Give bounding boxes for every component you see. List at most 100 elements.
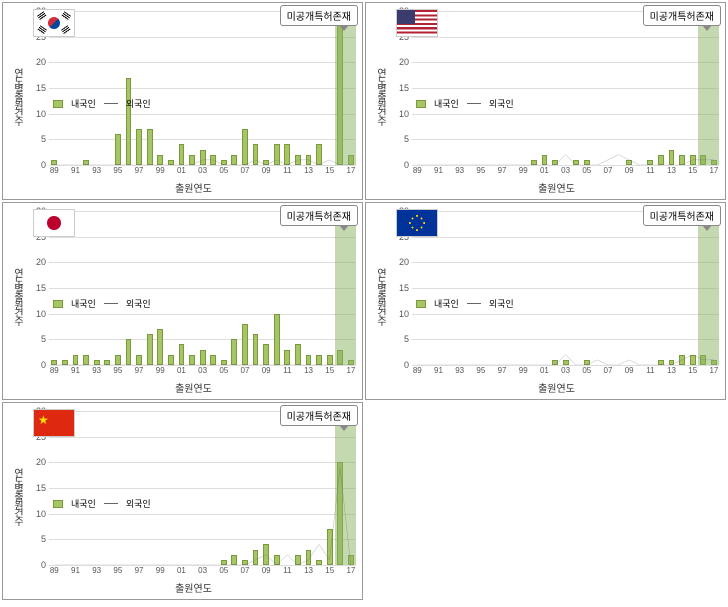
legend-bar-swatch (416, 300, 426, 308)
bar (231, 339, 237, 365)
x-tick (677, 366, 688, 378)
y-tick: 5 (31, 134, 49, 144)
bar (274, 314, 280, 365)
bars (49, 411, 356, 565)
bar (552, 360, 558, 365)
bar (253, 550, 259, 565)
bar-slot (166, 411, 177, 565)
bar (626, 160, 632, 165)
bar-slot (176, 211, 187, 365)
bar-slot (261, 211, 272, 365)
bar-slot (518, 211, 529, 365)
panel-kr: 연도별출원건수051015202530899193959799010305070… (2, 2, 363, 200)
bar-slot (454, 11, 465, 165)
bar (531, 160, 537, 165)
x-ticks: 899193959799010305070911131517 (49, 166, 356, 178)
x-tick (123, 566, 134, 578)
bar (94, 360, 100, 365)
x-tick: 01 (176, 366, 187, 378)
bar (327, 529, 333, 565)
bar-slot (613, 11, 624, 165)
x-tick (166, 366, 177, 378)
bar-slot (144, 211, 155, 365)
x-tick (144, 566, 155, 578)
x-tick: 91 (70, 566, 81, 578)
bar-slot (539, 211, 550, 365)
x-tick (677, 166, 688, 178)
bar-slot (465, 11, 476, 165)
legend: 내국인외국인 (53, 97, 151, 110)
y-tick: 5 (31, 534, 49, 544)
x-tick (187, 566, 198, 578)
x-ticks: 899193959799010305070911131517 (49, 566, 356, 578)
bar-slot (656, 11, 667, 165)
x-tick: 03 (197, 166, 208, 178)
x-tick: 09 (261, 166, 272, 178)
x-tick: 03 (560, 166, 571, 178)
legend-line-label: 외국인 (126, 497, 151, 510)
bar-slot (166, 211, 177, 365)
x-tick (335, 566, 346, 578)
x-tick (229, 166, 240, 178)
legend-line-swatch (104, 103, 118, 104)
bar (295, 555, 301, 565)
bar-slot (507, 211, 518, 365)
bar-slot (677, 11, 688, 165)
bar-slot (656, 211, 667, 365)
bar (263, 544, 269, 565)
x-axis-label: 출원연도 (394, 180, 719, 195)
bar-slot (155, 11, 166, 165)
x-tick: 95 (113, 366, 124, 378)
y-tick: 20 (394, 57, 412, 67)
x-tick (293, 566, 304, 578)
x-tick (486, 366, 497, 378)
x-tick (102, 566, 113, 578)
bar-slot (582, 211, 593, 365)
bar-slot (324, 211, 335, 365)
gridline (412, 165, 719, 166)
x-tick (208, 566, 219, 578)
x-tick: 11 (282, 566, 293, 578)
unpublished-shade (335, 211, 356, 365)
legend-bar-swatch (53, 100, 63, 108)
bar (306, 155, 312, 165)
y-tick: 0 (31, 360, 49, 370)
bar-slot (303, 411, 314, 565)
unpublished-shade (698, 11, 719, 165)
x-tick: 89 (49, 166, 60, 178)
bar-slot (465, 211, 476, 365)
x-tick (102, 166, 113, 178)
x-tick (656, 166, 667, 178)
y-tick: 15 (394, 283, 412, 293)
x-tick (634, 166, 645, 178)
legend-line-label: 외국인 (126, 297, 151, 310)
bar (263, 344, 269, 365)
bar-slot (314, 11, 325, 165)
y-tick: 20 (31, 257, 49, 267)
bar (647, 160, 653, 165)
x-tick: 07 (240, 166, 251, 178)
bar-slot (582, 11, 593, 165)
bar-slot (444, 11, 455, 165)
x-tick: 03 (197, 566, 208, 578)
unpublished-callout: 미공개특허존재 (280, 205, 358, 226)
bars (49, 11, 356, 165)
bar-slot (144, 411, 155, 565)
x-tick (314, 366, 325, 378)
x-tick (507, 166, 518, 178)
x-tick: 99 (518, 366, 529, 378)
bar (83, 160, 89, 165)
x-tick: 09 (624, 166, 635, 178)
y-tick: 0 (31, 560, 49, 570)
bar (210, 355, 216, 365)
bar-slot (677, 211, 688, 365)
x-ticks: 899193959799010305070911131517 (412, 366, 719, 378)
bar-slot (219, 211, 230, 365)
bar-slot (229, 411, 240, 565)
bar-slot (250, 11, 261, 165)
x-tick: 17 (346, 366, 357, 378)
bar-slot (645, 211, 656, 365)
x-tick: 05 (582, 366, 593, 378)
bar-slot (324, 11, 335, 165)
x-tick (444, 166, 455, 178)
